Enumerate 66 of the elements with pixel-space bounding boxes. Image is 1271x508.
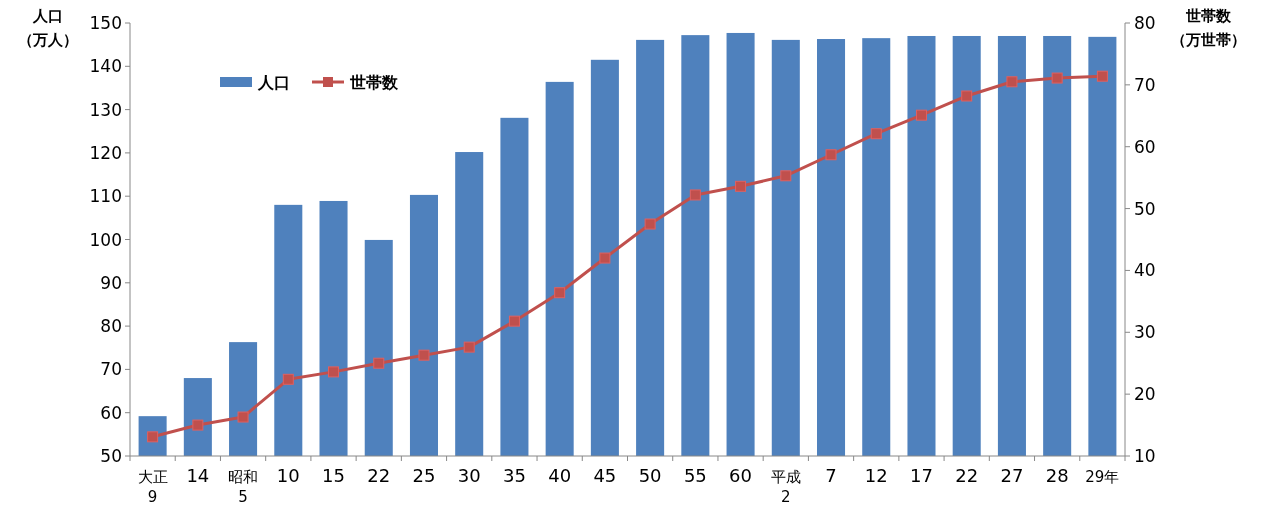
y2-axis-title: 世帯数（万世帯）: [1170, 7, 1246, 49]
x-tick-label: 28: [1045, 465, 1069, 486]
y-axis-title: 人口（万人）: [18, 7, 78, 49]
point: [192, 419, 204, 431]
y2-tick-label: 30: [1134, 322, 1156, 343]
x-tick-label: 17: [910, 465, 933, 486]
point: [418, 349, 430, 361]
point: [780, 170, 792, 182]
x-tick-label: 12: [864, 465, 888, 486]
point: [961, 90, 973, 102]
point: [870, 128, 882, 140]
point: [915, 109, 927, 121]
x-tick-label: 平成 2: [770, 468, 801, 506]
point: [373, 357, 385, 369]
point: [1051, 72, 1063, 84]
y2-tick-label: 20: [1134, 384, 1156, 405]
x-tick-label: 15: [322, 465, 345, 486]
point: [328, 366, 340, 378]
y-tick-label: 130: [89, 99, 122, 120]
legend-label: 世帯数: [349, 73, 399, 92]
point: [508, 315, 520, 327]
point: [282, 373, 294, 385]
x-tick-label: 60: [729, 465, 753, 486]
point: [1006, 76, 1018, 88]
x-tick-label: 25: [412, 465, 436, 486]
x-tick-label: 45: [593, 465, 617, 486]
x-tick-label: 27: [1000, 465, 1024, 486]
x-tick-label: 50: [638, 465, 662, 486]
x-tick-label: 55: [683, 465, 707, 486]
point: [825, 149, 837, 161]
legend-label: 人口: [257, 73, 290, 92]
y-tick-label: 140: [89, 56, 122, 77]
x-tick-label: 30: [457, 465, 481, 486]
x-tick-label: 29年: [1085, 468, 1120, 486]
y-tick-label: 70: [100, 359, 122, 380]
y-tick-label: 120: [89, 142, 122, 163]
x-tick-label: 大正 9: [137, 468, 168, 506]
x-tick-label: 7: [825, 465, 837, 486]
y2-tick-label: 50: [1134, 198, 1156, 219]
point: [735, 180, 747, 192]
y-tick-label: 60: [100, 402, 122, 423]
x-tick-label: 10: [276, 465, 300, 486]
point: [689, 189, 701, 201]
x-tick-label: 40: [548, 465, 572, 486]
x-tick-label: 22: [955, 465, 979, 486]
y2-tick-label: 70: [1134, 74, 1156, 95]
point: [554, 287, 566, 299]
y2-tick-label: 80: [1134, 13, 1156, 33]
y-tick-label: 90: [100, 272, 122, 293]
x-tick-label: 昭和 5: [228, 468, 259, 506]
x-tick-label: 14: [186, 465, 210, 486]
x-tick-label: 22: [367, 465, 391, 486]
point: [237, 411, 249, 423]
point: [599, 252, 611, 264]
point: [1096, 70, 1108, 82]
y2-tick-label: 40: [1134, 260, 1156, 281]
y-tick-label: 110: [89, 186, 122, 207]
y-tick-label: 50: [100, 446, 122, 466]
point: [463, 341, 475, 353]
y2-tick-label: 60: [1134, 136, 1156, 157]
point: [644, 218, 656, 230]
y-tick-label: 150: [89, 13, 122, 33]
y-tick-label: 100: [89, 229, 122, 250]
x-tick-label: 35: [502, 465, 526, 486]
y-tick-label: 80: [100, 316, 122, 337]
y2-tick-label: 10: [1134, 446, 1156, 466]
